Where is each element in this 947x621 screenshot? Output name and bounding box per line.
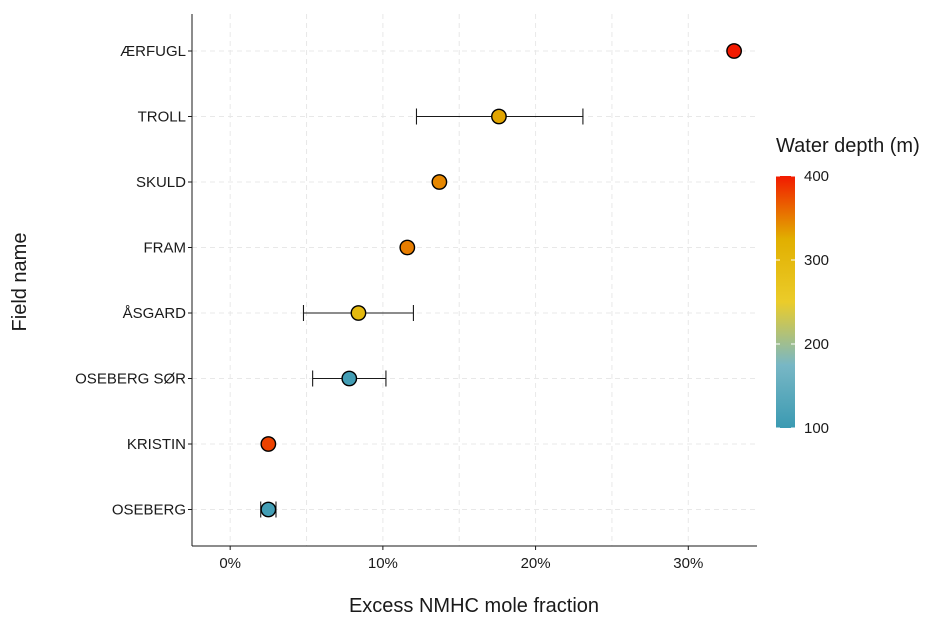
tick-labels: 0% 10% 20% 30% OSEBERG KRISTIN OSEBERG SØR ÅSGA… [75,43,703,572]
data-point-troll [491,108,507,125]
x-axis-title: Excess NMHC mole fraction [349,595,599,616]
x-tick-label: 10% [368,555,398,572]
x-tick-label: 20% [521,555,551,572]
legend-color-bar [776,176,795,428]
grid-lines [192,14,757,546]
x-tick-label: 0% [219,555,241,572]
data-points [260,43,742,518]
y-tick-label-troll: TROLL [138,109,186,126]
data-point-asgard [350,305,367,321]
data-point-skuld [431,174,448,190]
y-axis-title: Field name [9,233,31,332]
data-point-fram [399,239,416,256]
y-tick-label-asgard: ÅSGARD [123,305,187,322]
legend-ticks: 100 200 300 400 [776,168,829,437]
data-point-kristin [260,436,277,452]
x-tick-label: 30% [673,555,703,572]
data-point-oseberg-sor [341,370,358,387]
y-tick-label-aerfugl: ÆRFUGL [120,43,186,60]
axes [188,14,757,550]
data-point-oseberg [260,501,277,518]
legend-tick-label: 100 [804,420,829,437]
legend-tick-label: 200 [804,336,829,353]
y-tick-label-oseberg-sor: OSEBERG SØR [75,371,186,388]
legend-tick-label: 400 [804,168,829,185]
y-tick-label-kristin: KRISTIN [127,436,186,453]
y-tick-label-fram: FRAM [144,240,187,257]
color-legend: Water depth (m) 100 200 300 400 [776,135,920,437]
y-tick-label-skuld: SKULD [136,174,186,191]
legend-title: Water depth (m) [776,135,920,157]
legend-tick-label: 300 [804,252,829,269]
data-point-aerfugl [726,43,742,59]
y-tick-label-oseberg: OSEBERG [112,502,186,519]
